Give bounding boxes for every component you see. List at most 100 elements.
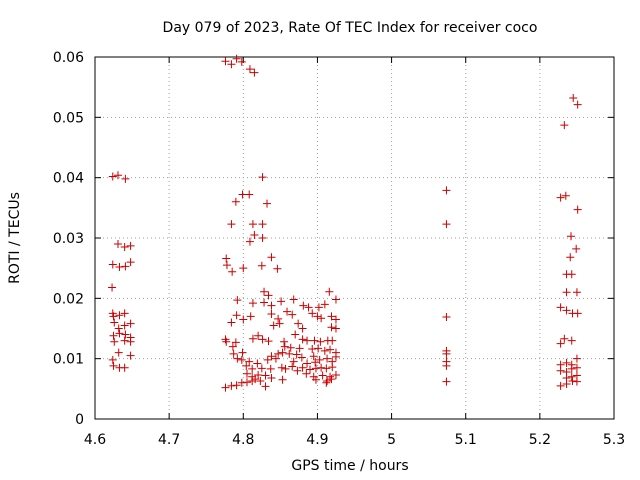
- y-axis-label: ROTI / TECUs: [7, 192, 23, 284]
- data-point-marker: [115, 311, 124, 320]
- data-point-marker: [311, 375, 320, 384]
- data-point-marker: [313, 312, 322, 321]
- data-point-marker: [295, 344, 304, 353]
- data-point-marker: [331, 324, 340, 333]
- x-tick-label: 5.3: [603, 432, 625, 448]
- data-point-marker: [288, 362, 297, 371]
- data-point-marker: [293, 366, 302, 375]
- data-point-marker: [263, 199, 272, 208]
- data-point-marker: [121, 262, 130, 271]
- y-tick-label: 0.02: [53, 291, 84, 307]
- data-point-marker: [228, 267, 237, 276]
- data-point-marker: [229, 349, 238, 358]
- data-point-marker: [109, 331, 118, 340]
- x-axis-label: GPS time / hours: [291, 458, 408, 474]
- data-point-marker: [254, 370, 263, 379]
- data-point-marker: [277, 363, 286, 372]
- x-tick-label: 5: [387, 432, 396, 448]
- data-point-marker: [266, 364, 275, 373]
- data-point-marker: [314, 303, 323, 312]
- data-point-marker: [560, 334, 569, 343]
- data-point-marker: [222, 261, 231, 270]
- data-point-marker: [242, 369, 251, 378]
- data-point-marker: [120, 309, 129, 318]
- data-point-marker: [108, 260, 117, 269]
- data-point-marker: [271, 354, 280, 363]
- data-point-marker: [258, 234, 267, 242]
- data-point-marker: [221, 383, 230, 392]
- data-point-marker: [120, 321, 129, 330]
- data-point-marker: [311, 364, 320, 373]
- data-point-marker: [237, 57, 246, 66]
- data-point-marker: [254, 331, 263, 340]
- data-point-marker: [239, 315, 248, 324]
- data-point-marker: [126, 241, 135, 250]
- data-point-marker: [442, 313, 451, 322]
- axis-ticks: [94, 56, 615, 420]
- data-point-marker: [306, 365, 315, 374]
- data-point-marker: [109, 361, 118, 370]
- data-point-marker: [258, 173, 267, 182]
- data-point-marker: [562, 288, 571, 297]
- data-point-marker: [283, 307, 292, 316]
- plot-frame: [94, 56, 615, 420]
- data-point-marker: [297, 353, 306, 362]
- data-point-marker: [227, 318, 236, 327]
- data-point-marker: [227, 220, 236, 229]
- data-point-marker: [317, 314, 326, 323]
- data-point-marker: [258, 335, 267, 344]
- data-point-marker: [110, 318, 119, 327]
- data-point-marker: [315, 355, 324, 364]
- data-point-marker: [281, 364, 290, 373]
- data-point-marker: [267, 310, 276, 319]
- data-point-marker: [562, 306, 571, 315]
- data-point-marker: [442, 361, 451, 370]
- data-point-marker: [231, 197, 240, 206]
- data-point-marker: [277, 297, 286, 306]
- data-point-marker: [289, 357, 298, 366]
- x-tick-label: 5.2: [529, 432, 551, 448]
- data-point-marker: [246, 312, 255, 321]
- data-point-marker: [228, 342, 237, 351]
- y-tick-labels: 0 0.01 0.02 0.03 0.04 0.05 0.06: [53, 50, 84, 428]
- data-point-marker: [328, 336, 337, 345]
- data-point-marker: [274, 349, 283, 358]
- data-point-marker: [310, 336, 319, 345]
- data-point-marker: [298, 335, 307, 344]
- data-points: [108, 54, 582, 392]
- data-point-marker: [303, 336, 312, 345]
- data-point-marker: [227, 381, 236, 390]
- y-tick-label: 0.04: [53, 171, 84, 187]
- data-point-marker: [231, 338, 240, 347]
- data-point-marker: [278, 348, 287, 357]
- data-point-marker: [273, 264, 282, 273]
- data-point-marker: [121, 330, 130, 339]
- data-point-marker: [110, 337, 119, 346]
- data-point-marker: [115, 329, 124, 338]
- data-point-marker: [239, 264, 248, 273]
- data-point-marker: [567, 336, 576, 345]
- data-point-marker: [292, 350, 301, 359]
- data-point-marker: [258, 220, 267, 229]
- data-point-marker: [232, 54, 241, 63]
- y-tick-label: 0.01: [53, 352, 84, 368]
- data-point-marker: [113, 240, 122, 249]
- data-point-marker: [120, 363, 129, 372]
- data-point-marker: [566, 253, 575, 262]
- data-point-marker: [108, 355, 117, 364]
- data-point-marker: [120, 243, 129, 252]
- data-point-marker: [320, 346, 329, 355]
- data-point-marker: [108, 172, 117, 181]
- data-point-marker: [245, 357, 254, 366]
- x-tick-label: 4.9: [306, 432, 328, 448]
- data-point-marker: [237, 355, 246, 364]
- data-point-marker: [267, 373, 276, 382]
- data-point-marker: [442, 220, 451, 229]
- data-point-marker: [113, 171, 122, 180]
- data-point-marker: [572, 377, 581, 386]
- y-tick-label: 0.03: [53, 231, 84, 247]
- data-point-marker: [114, 324, 123, 333]
- grid-lines: [95, 57, 614, 419]
- data-point-marker: [568, 376, 577, 385]
- data-point-marker: [250, 230, 259, 239]
